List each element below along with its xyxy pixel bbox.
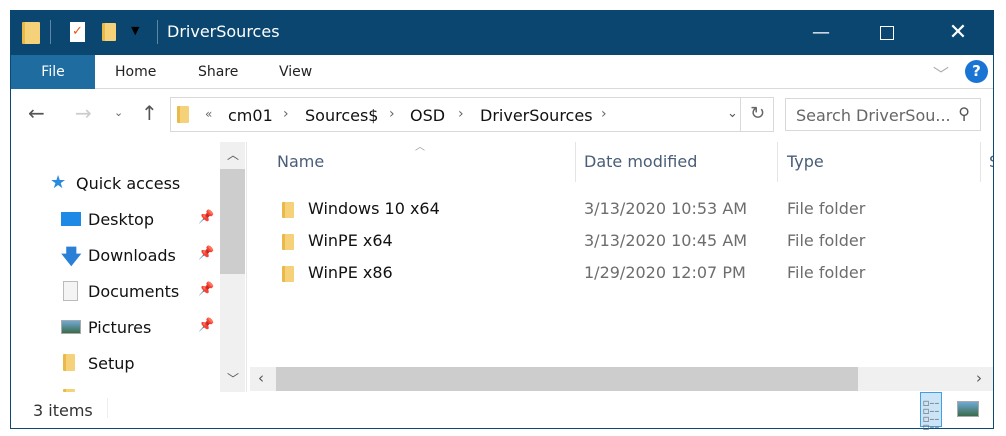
divider xyxy=(157,20,158,44)
close-button[interactable]: ✕ xyxy=(948,20,968,45)
search-placeholder: Search DriverSou... xyxy=(796,106,951,125)
desktop-icon xyxy=(61,212,81,226)
ribbon: File Home Share View ﹀ ? xyxy=(11,55,993,89)
back-button[interactable]: ← xyxy=(28,101,45,125)
nav-pictures[interactable]: Pictures xyxy=(88,318,152,337)
scroll-right-icon[interactable]: › xyxy=(976,369,982,387)
recent-locations-icon[interactable]: ⌄ xyxy=(114,106,124,119)
nav-documents[interactable]: Documents xyxy=(88,282,180,301)
address-bar[interactable]: « cm01 › Sources$ › OSD › DriverSources … xyxy=(170,97,774,132)
file-type: File folder xyxy=(787,231,866,250)
scrollbar-thumb[interactable] xyxy=(220,169,245,274)
title-bar: ✓ ▼ DriverSources — ✕ xyxy=(10,10,994,55)
scroll-left-icon[interactable]: ‹ xyxy=(258,369,264,387)
search-input[interactable]: Search DriverSou... ⚲ xyxy=(785,98,981,131)
search-icon[interactable]: ⚲ xyxy=(958,104,970,123)
forward-button[interactable]: → xyxy=(75,101,92,125)
file-type: File folder xyxy=(787,199,866,218)
file-date: 1/29/2020 12:07 PM xyxy=(584,263,746,282)
downloads-icon: 🡇 xyxy=(61,244,82,268)
window-title: DriverSources xyxy=(167,22,280,41)
pin-icon[interactable]: 📌 xyxy=(198,246,215,261)
folder-icon xyxy=(22,22,40,44)
sort-ascending-icon: ︿ xyxy=(415,142,425,153)
tab-home[interactable]: Home xyxy=(115,64,157,80)
divider xyxy=(107,398,108,418)
nav-vertical-scrollbar[interactable]: ︿ ﹀ xyxy=(220,142,245,392)
column-header-name[interactable]: Name xyxy=(277,152,325,171)
nav-setup[interactable]: Setup xyxy=(88,354,135,373)
pin-icon[interactable]: 📌 xyxy=(198,318,215,333)
folder-icon xyxy=(282,266,294,282)
up-button[interactable]: ↑ xyxy=(141,101,158,125)
file-row[interactable]: WinPE x86 1/29/2020 12:07 PM File folder xyxy=(276,258,976,288)
breadcrumb-sources[interactable]: Sources$ xyxy=(305,106,379,125)
quick-access-star-icon: ★ xyxy=(50,172,67,193)
refresh-icon[interactable]: ↻ xyxy=(750,103,766,124)
address-dropdown-icon[interactable]: ⌄ xyxy=(727,106,738,121)
column-divider[interactable] xyxy=(980,142,981,182)
chevron-right-icon[interactable]: › xyxy=(283,106,289,122)
details-view-icon[interactable]: ▫–– ▫–– ▫–– ▫–– xyxy=(920,392,942,433)
tab-file[interactable]: File xyxy=(11,55,95,89)
tab-view[interactable]: View xyxy=(279,64,313,80)
breadcrumb-cm01[interactable]: cm01 xyxy=(228,106,273,125)
divider xyxy=(50,20,51,44)
folder-icon xyxy=(63,354,75,371)
chevron-right-icon[interactable]: › xyxy=(458,106,464,122)
help-icon[interactable]: ? xyxy=(965,60,988,83)
maximize-button[interactable] xyxy=(864,10,910,55)
scroll-up-icon[interactable]: ︿ xyxy=(227,148,240,162)
horizontal-scrollbar[interactable]: ‹ › xyxy=(250,367,993,391)
expand-ribbon-icon[interactable]: ﹀ xyxy=(933,65,950,84)
file-row[interactable]: Windows 10 x64 3/13/2020 10:53 AM File f… xyxy=(276,194,976,224)
pin-icon[interactable]: 📌 xyxy=(198,282,215,297)
file-type: File folder xyxy=(787,263,866,282)
folder-icon xyxy=(282,234,294,250)
column-divider[interactable] xyxy=(575,142,576,182)
large-icons-view-icon[interactable] xyxy=(957,401,979,417)
breadcrumb-driversources[interactable]: DriverSources xyxy=(480,106,593,125)
pictures-icon xyxy=(61,320,81,334)
file-name: WinPE x86 xyxy=(308,263,393,282)
file-date: 3/13/2020 10:53 AM xyxy=(584,199,748,218)
scroll-down-icon[interactable]: ﹀ xyxy=(227,372,240,386)
column-divider[interactable] xyxy=(777,142,778,182)
documents-icon xyxy=(63,281,78,301)
folder-icon xyxy=(177,106,189,123)
folder-icon xyxy=(282,202,294,218)
column-header-date[interactable]: Date modified xyxy=(584,152,698,171)
overflow-icon[interactable]: « xyxy=(205,107,213,121)
file-date: 3/13/2020 10:45 AM xyxy=(584,231,748,250)
scrollbar-thumb[interactable] xyxy=(276,367,858,391)
file-name: Windows 10 x64 xyxy=(308,199,440,218)
minimize-button[interactable]: — xyxy=(812,22,830,43)
customize-toolbar-icon[interactable]: ▼ xyxy=(131,24,140,37)
tab-share[interactable]: Share xyxy=(198,64,239,80)
properties-icon[interactable]: ✓ xyxy=(70,22,85,42)
column-header-type[interactable]: Type xyxy=(787,152,824,171)
divider xyxy=(740,98,741,131)
new-folder-icon[interactable] xyxy=(102,23,116,41)
status-item-count: 3 items xyxy=(33,401,93,420)
nav-desktop[interactable]: Desktop xyxy=(88,210,154,229)
chevron-right-icon[interactable]: › xyxy=(389,106,395,122)
chevron-right-icon[interactable]: › xyxy=(601,106,607,122)
nav-quick-access[interactable]: Quick access xyxy=(76,174,181,193)
pin-icon[interactable]: 📌 xyxy=(198,210,215,225)
breadcrumb-osd[interactable]: OSD xyxy=(410,106,446,125)
nav-downloads[interactable]: Downloads xyxy=(88,246,176,265)
pane-divider[interactable] xyxy=(246,142,247,392)
column-header-size[interactable]: S xyxy=(989,152,993,171)
file-name: WinPE x64 xyxy=(308,231,393,250)
file-row[interactable]: WinPE x64 3/13/2020 10:45 AM File folder xyxy=(276,226,976,256)
folder-icon xyxy=(63,389,75,392)
